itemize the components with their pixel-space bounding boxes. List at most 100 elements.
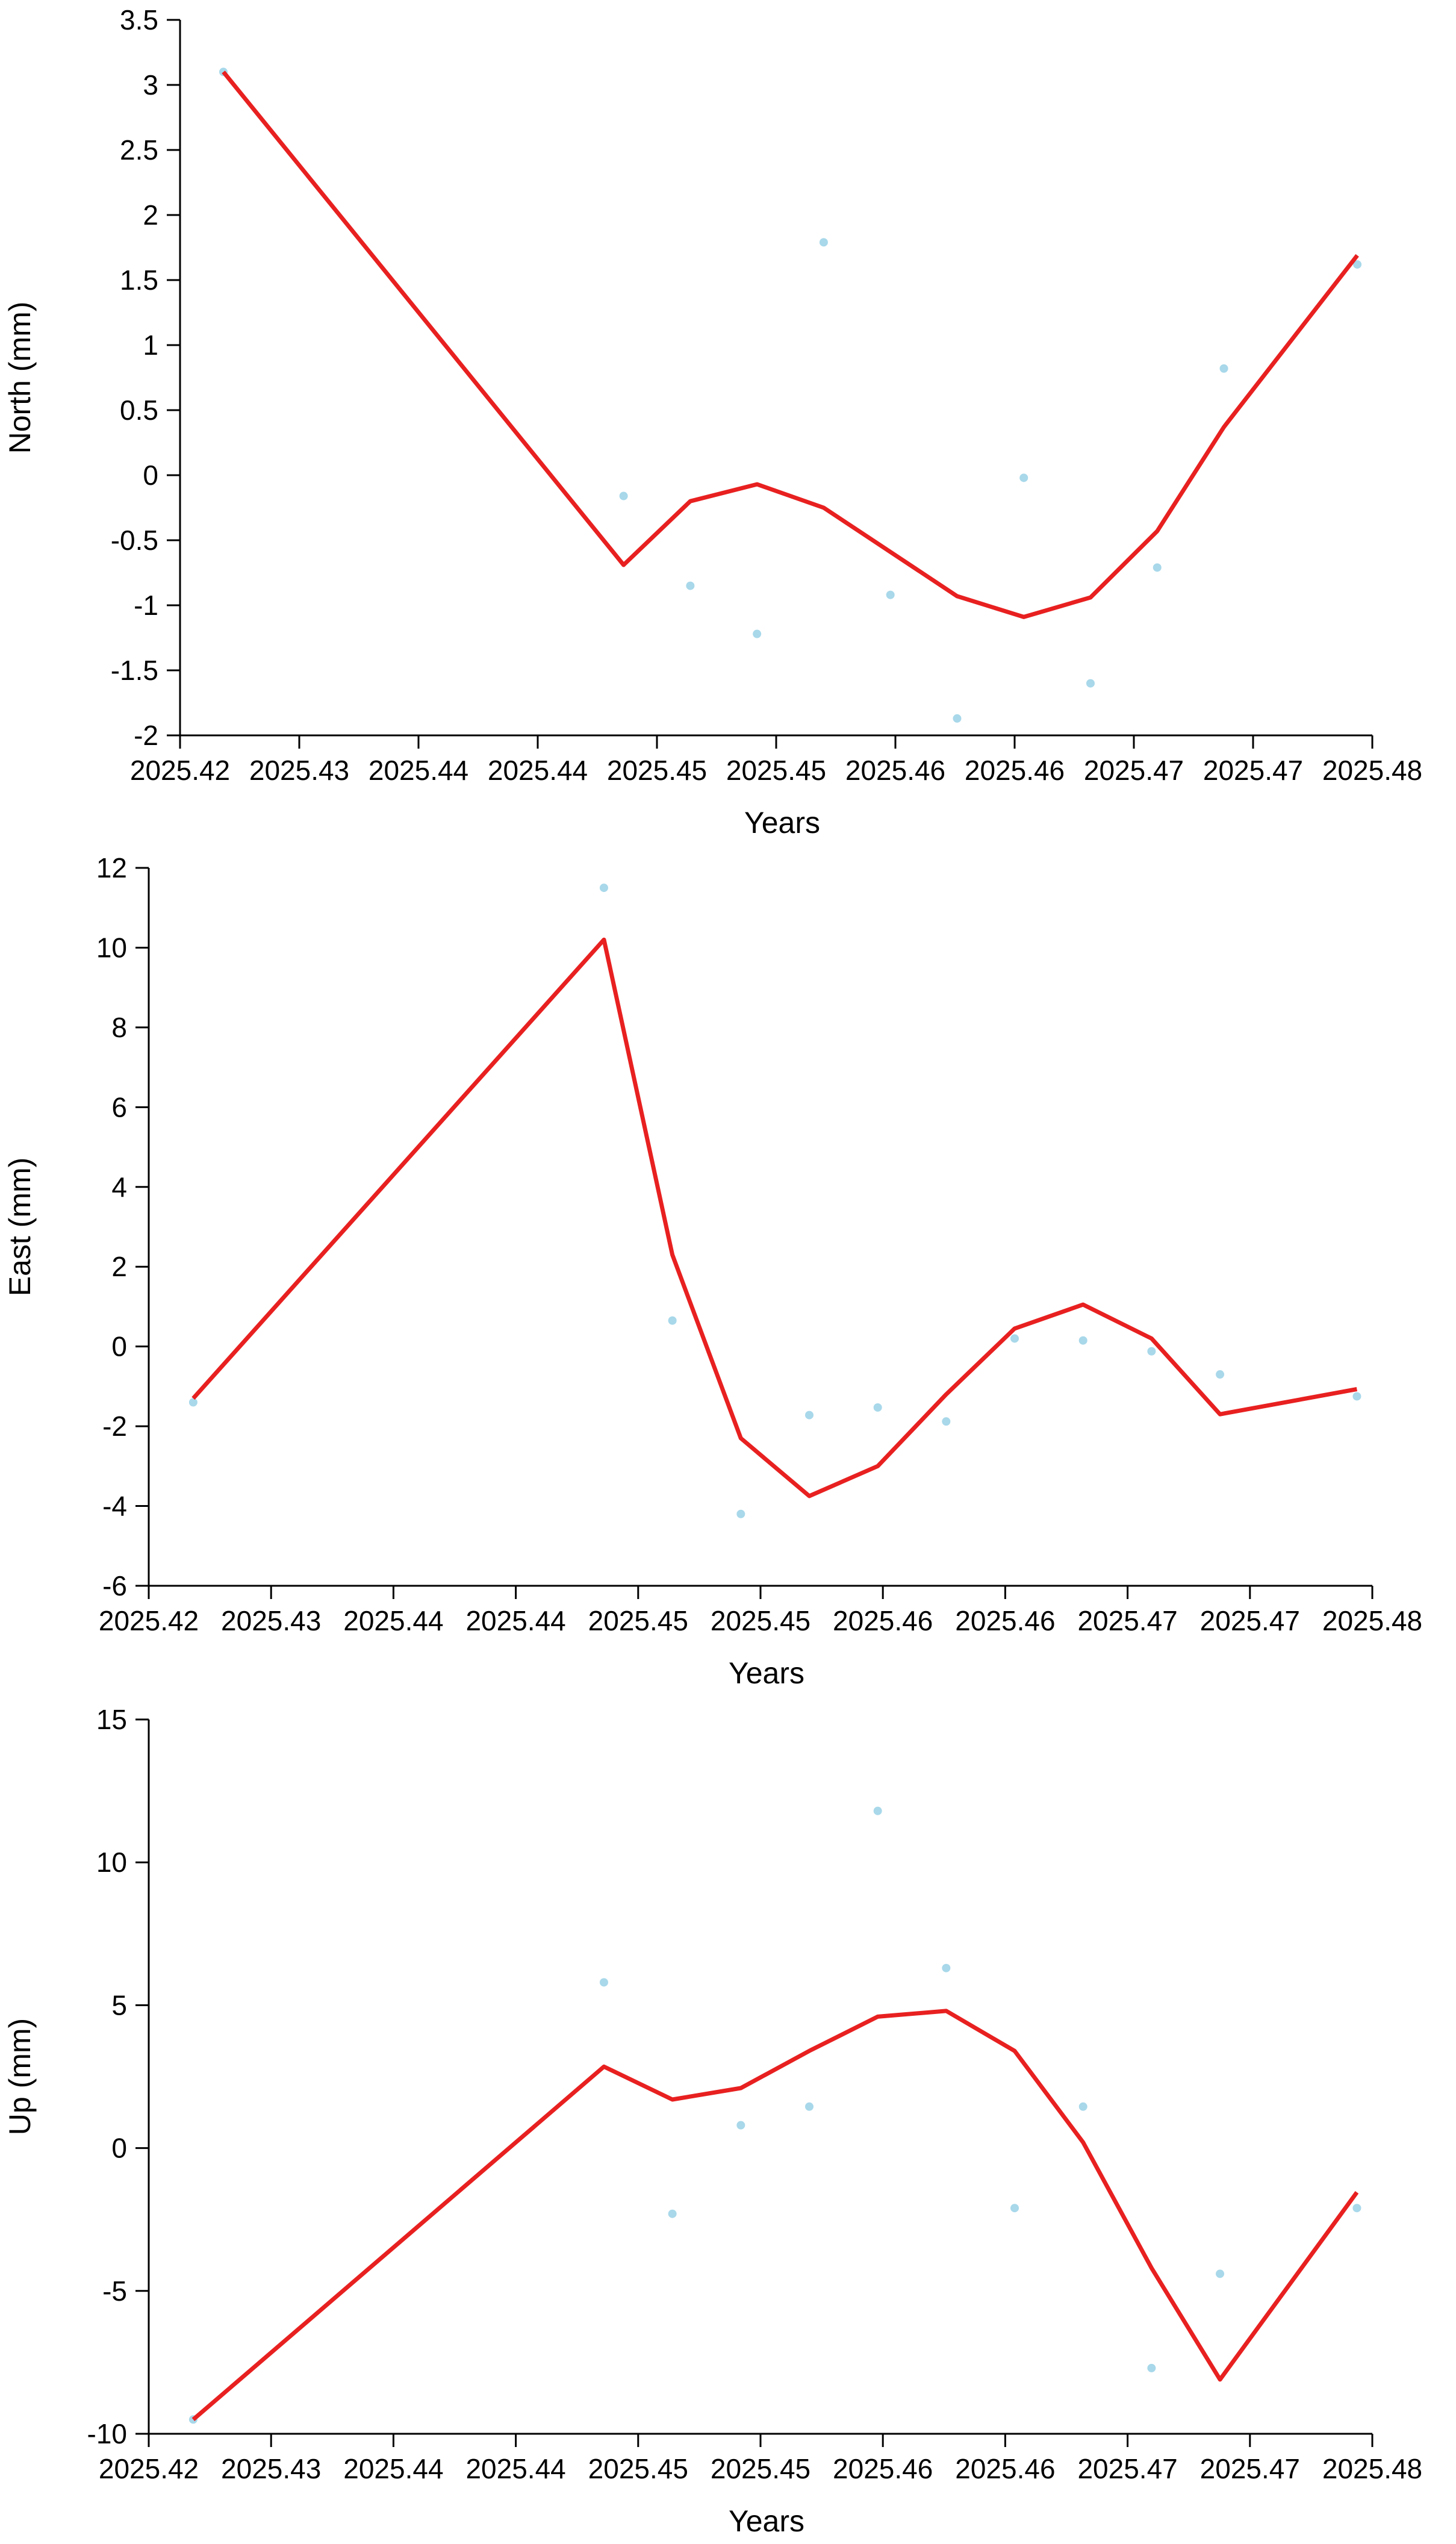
y-tick-label: 10 xyxy=(96,1847,127,1878)
data-point xyxy=(1086,679,1095,688)
data-point xyxy=(188,1398,198,1407)
x-tick-label: 2025.47 xyxy=(1077,1605,1177,1636)
x-tick-label: 2025.42 xyxy=(99,1605,199,1636)
data-point xyxy=(1078,1336,1087,1345)
y-tick-label: 3 xyxy=(143,69,158,101)
x-tick-label: 2025.46 xyxy=(965,755,1065,786)
x-tick-label: 2025.44 xyxy=(369,755,468,786)
data-point xyxy=(804,1411,814,1420)
y-tick-label: -1 xyxy=(134,590,158,621)
x-tick-label: 2025.48 xyxy=(1322,2453,1422,2484)
y-tick-label: 12 xyxy=(96,852,127,884)
x-tick-label: 2025.46 xyxy=(955,2453,1055,2484)
y-tick-label: 1.5 xyxy=(120,264,158,296)
data-point xyxy=(942,1417,951,1426)
series-line xyxy=(191,937,1358,1498)
y-tick-label: -6 xyxy=(102,1570,127,1601)
data-point xyxy=(953,714,962,723)
data-point xyxy=(1147,2363,1156,2372)
data-point xyxy=(1216,1370,1225,1379)
data-point xyxy=(736,1509,745,1518)
y-tick-label: 2.5 xyxy=(120,134,158,166)
data-point xyxy=(886,590,895,599)
x-tick-label: 2025.48 xyxy=(1322,1605,1422,1636)
x-tick-label: 2025.45 xyxy=(711,2453,810,2484)
x-tick-label: 2025.44 xyxy=(465,2453,565,2484)
x-tick-label: 2025.48 xyxy=(1322,755,1422,786)
data-point xyxy=(668,1316,677,1325)
x-tick-label: 2025.45 xyxy=(588,2453,688,2484)
chart-panel-east: 12 10 8 6 4 2 0 -2 -4 -6 2025.42 2025.43 2025.44 2025… xyxy=(3,852,1422,1690)
y-tick-label: 0.5 xyxy=(120,394,158,426)
data-point xyxy=(942,1963,951,1972)
x-tick-label: 2025.42 xyxy=(99,2453,199,2484)
x-tick-label: 2025.47 xyxy=(1077,2453,1177,2484)
x-tick-label: 2025.45 xyxy=(711,1605,810,1636)
y-tick-label: -0.5 xyxy=(111,525,158,556)
data-point xyxy=(1078,2102,1087,2111)
data-point xyxy=(686,581,695,590)
y-tick-label: 2 xyxy=(143,199,158,231)
x-tick-label: 2025.44 xyxy=(343,1605,443,1636)
data-point xyxy=(873,1806,882,1815)
y-tick-label: -1.5 xyxy=(111,655,158,686)
x-tick-label: 2025.43 xyxy=(249,755,349,786)
x-tick-label: 2025.43 xyxy=(221,2453,321,2484)
x-tick-label: 2025.47 xyxy=(1203,755,1303,786)
series-line xyxy=(191,2009,1359,2421)
data-point xyxy=(1010,2204,1019,2213)
x-tick-label: 2025.46 xyxy=(833,2453,933,2484)
x-tick-label: 2025.44 xyxy=(343,2453,443,2484)
y-axis-title: North (mm) xyxy=(3,302,37,454)
x-tick-label: 2025.47 xyxy=(1200,1605,1300,1636)
data-point xyxy=(1352,1392,1361,1401)
y-tick-label: 1 xyxy=(143,329,158,361)
y-tick-label: 0 xyxy=(143,460,158,491)
y-axis-title: East (mm) xyxy=(3,1158,37,1297)
y-tick-label: 0 xyxy=(111,2133,127,2164)
series-line xyxy=(222,70,1359,619)
data-point xyxy=(599,884,608,893)
y-tick-label: -5 xyxy=(102,2275,127,2307)
data-point xyxy=(1019,473,1028,482)
y-tick-label: 15 xyxy=(96,1704,127,1735)
x-tick-label: 2025.46 xyxy=(845,755,945,786)
x-tick-label: 2025.46 xyxy=(955,1605,1055,1636)
data-point xyxy=(599,1978,608,1987)
x-tick-label: 2025.47 xyxy=(1200,2453,1300,2484)
data-point xyxy=(873,1403,882,1412)
y-tick-label: -10 xyxy=(87,2418,127,2449)
x-tick-label: 2025.46 xyxy=(833,1605,933,1636)
chart-panel-north: 3.5 3 2.5 2 1.5 1 0.5 0 -0.5 -1 -1.5 -2 2025.42 2025.… xyxy=(3,4,1422,840)
y-tick-label: -2 xyxy=(102,1411,127,1442)
data-point xyxy=(668,2209,677,2218)
x-tick-label: 2025.44 xyxy=(488,755,588,786)
y-tick-label: 0 xyxy=(111,1331,127,1362)
x-tick-label: 2025.45 xyxy=(726,755,826,786)
data-point xyxy=(1216,2269,1225,2278)
data-point xyxy=(1352,2204,1361,2213)
data-point xyxy=(753,629,762,638)
y-tick-label: 8 xyxy=(111,1012,127,1043)
x-axis-title: Years xyxy=(744,806,820,840)
data-point xyxy=(804,2102,814,2111)
y-tick-label: 3.5 xyxy=(120,4,158,36)
y-tick-label: 5 xyxy=(111,1989,127,2021)
x-axis-title: Years xyxy=(729,1656,804,1690)
x-tick-label: 2025.47 xyxy=(1084,755,1184,786)
x-tick-label: 2025.43 xyxy=(221,1605,321,1636)
data-point xyxy=(819,238,828,247)
x-tick-label: 2025.42 xyxy=(130,755,230,786)
data-point xyxy=(1219,364,1228,373)
y-tick-label: 2 xyxy=(111,1251,127,1282)
x-tick-label: 2025.45 xyxy=(588,1605,688,1636)
data-point xyxy=(1010,1334,1019,1343)
data-point xyxy=(619,491,628,500)
y-axis-title: Up (mm) xyxy=(3,2018,37,2135)
y-tick-label: -4 xyxy=(102,1491,127,1522)
data-point xyxy=(1147,1347,1156,1356)
x-tick-label: 2025.44 xyxy=(465,1605,565,1636)
data-point xyxy=(1353,260,1362,269)
x-axis-title: Years xyxy=(729,2504,804,2538)
